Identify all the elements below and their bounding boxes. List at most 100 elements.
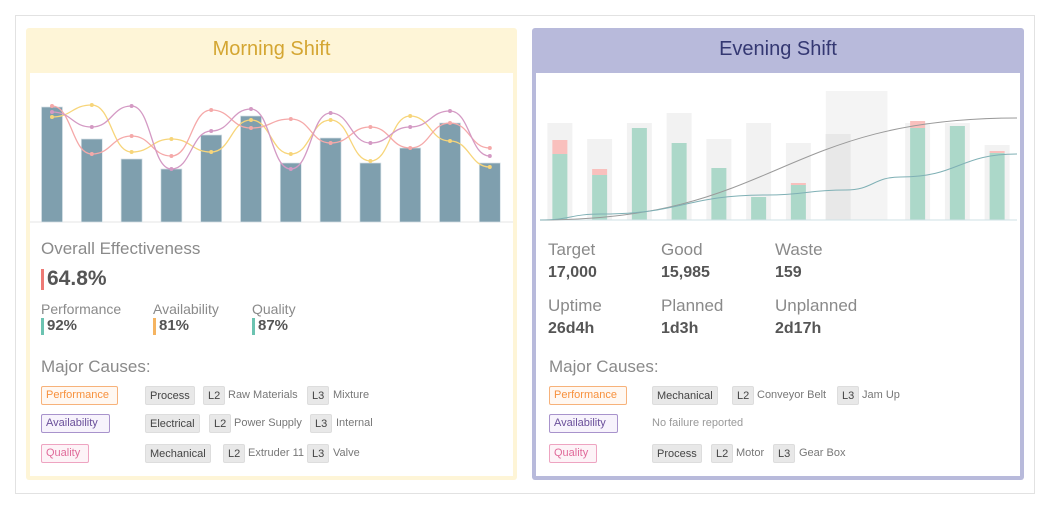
good-value: 15,985 (661, 264, 710, 281)
overall-effectiveness-label: Overall Effectiveness (41, 239, 201, 258)
chart-waste-bar (592, 169, 608, 175)
no-failure-text: No failure reported (652, 417, 744, 429)
cause-category-chip[interactable]: Process (145, 386, 195, 405)
chart-series-point (487, 146, 492, 150)
l2-value: Extruder 11 (248, 447, 305, 459)
chart-series-point (487, 165, 492, 169)
performance-indicator (41, 317, 44, 335)
chart-series-point (249, 126, 253, 130)
evening-chart (539, 91, 1018, 221)
l2-value: Conveyor Belt (757, 389, 827, 401)
chart-good-bar (751, 197, 767, 220)
planned-label: Planned (661, 296, 724, 315)
chart-series-point (209, 108, 214, 112)
l3-chip: L3 (837, 386, 860, 405)
chart-series-line (51, 105, 490, 157)
waste-value: 159 (775, 264, 802, 281)
availability-tag[interactable]: Availability (549, 414, 618, 433)
chart-series-point (368, 159, 373, 163)
chart-series-point (328, 118, 333, 122)
l3-value: Gear Box (799, 447, 846, 459)
chart-series-point (169, 167, 174, 171)
l2-chip: L2 (732, 386, 755, 405)
chart-good-bar (552, 154, 568, 220)
chart-target-bar (825, 134, 851, 220)
cause-category-chip[interactable]: Mechanical (145, 444, 211, 463)
l3-chip: L3 (773, 444, 796, 463)
chart-bar (279, 162, 302, 223)
morning-chart (30, 103, 513, 223)
l2-value: Raw Materials (228, 389, 298, 401)
uptime-label: Uptime (548, 296, 602, 315)
chart-bar (240, 115, 262, 223)
chart-series-point (408, 146, 413, 150)
chart-bar (80, 138, 103, 223)
chart-waste-bar (552, 140, 568, 154)
chart-waste-bar (910, 121, 926, 128)
cause-category-chip[interactable]: Mechanical (652, 386, 718, 405)
chart-series-point (448, 139, 452, 143)
performance-label: Performance (41, 301, 122, 317)
l2-value: Motor (736, 447, 765, 459)
availability-label: Availability (153, 301, 219, 317)
l3-chip: L3 (310, 414, 333, 433)
chart-good-bar (711, 168, 727, 220)
chart-series-point (288, 117, 293, 121)
chart-series-point (328, 141, 333, 145)
availability-tag[interactable]: Availability (41, 414, 110, 433)
chart-good-bar (989, 153, 1005, 220)
overall-value-text: 64.8% (47, 267, 107, 290)
l2-chip: L2 (711, 444, 734, 463)
chart-series-point (408, 114, 413, 118)
chart-series-point (328, 111, 333, 115)
morning-shift-card (30, 73, 513, 476)
chart-series-point (448, 109, 452, 113)
performance-value-text: 92% (47, 317, 78, 334)
chart-good-bar (910, 128, 926, 220)
chart-bar (120, 158, 143, 223)
chart-bar (478, 162, 501, 223)
chart-good-bar (631, 128, 647, 220)
chart-series-point (129, 134, 134, 138)
l3-value: Mixture (333, 389, 370, 401)
quality-label: Quality (252, 301, 296, 317)
uptime-value: 26d4h (548, 320, 595, 337)
quality-tag[interactable]: Quality (41, 444, 89, 463)
chart-series-line (51, 105, 490, 170)
performance-tag[interactable]: Performance (41, 386, 118, 405)
chart-series-point (89, 103, 94, 107)
l2-chip: L2 (203, 386, 226, 405)
chart-series-point (129, 150, 134, 154)
performance-tag[interactable]: Performance (549, 386, 627, 405)
chart-series-point (368, 141, 373, 145)
l2-value: Power Supply (234, 417, 302, 429)
chart-series-point (288, 152, 293, 156)
chart-series-point (129, 104, 134, 108)
chart-bar (439, 122, 461, 223)
morning-shift-title: Morning Shift (212, 38, 331, 60)
chart-series-point (89, 125, 94, 129)
chart-series-line (51, 104, 490, 168)
chart-series-point (448, 121, 452, 125)
chart-bar (200, 134, 223, 223)
availability-indicator (153, 317, 156, 335)
cause-category-chip[interactable]: Electrical (145, 414, 200, 433)
evening-shift-card (536, 73, 1020, 476)
cause-category-chip[interactable]: Process (652, 444, 702, 463)
chart-series-point (368, 125, 373, 129)
chart-good-bar (949, 126, 965, 220)
chart-bar (41, 106, 63, 223)
chart-series-point (50, 104, 54, 108)
planned-value: 1d3h (661, 320, 699, 337)
chart-bar (319, 137, 342, 223)
chart-good-bar (592, 175, 608, 220)
quality-value: 87% (252, 317, 288, 335)
l3-chip: L3 (307, 444, 330, 463)
l3-value: Internal (336, 417, 373, 429)
quality-tag[interactable]: Quality (549, 444, 597, 463)
target-value: 17,000 (548, 264, 597, 281)
evening-major-causes-label: Major Causes: (549, 357, 659, 376)
evening-shift-panel: Evening Shift (532, 28, 1024, 480)
chart-series-point (408, 125, 413, 129)
good-label: Good (661, 240, 703, 259)
